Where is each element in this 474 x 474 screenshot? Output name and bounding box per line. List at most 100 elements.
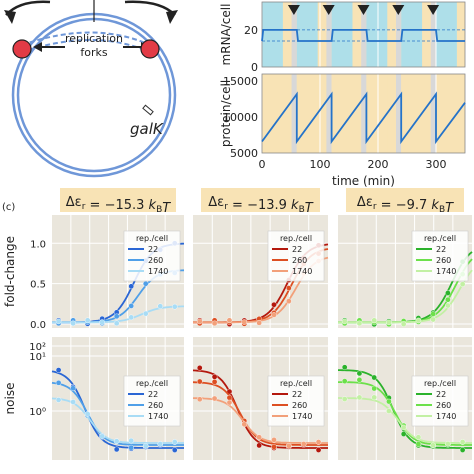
- noise-point: [211, 379, 218, 385]
- fold-change-point: [356, 320, 363, 327]
- fold-change-point: [128, 314, 134, 321]
- fold-change-point: [286, 298, 292, 304]
- x-axis-label: time (min): [332, 174, 395, 188]
- title-box: [60, 188, 176, 212]
- legend-title: rep./cell: [280, 234, 312, 243]
- noise-point: [445, 441, 451, 447]
- fold-change-point: [459, 281, 466, 287]
- legend-title: rep./cell: [280, 379, 312, 388]
- fold-change-point: [196, 318, 203, 325]
- legend-label: 22: [292, 390, 302, 399]
- trace-line: [261, 91, 466, 145]
- fold-change-point: [171, 303, 178, 310]
- panel-c: Δεr = −15.3 kBT Δεr = −13.9 kBT Δεr = −9.7…: [3, 188, 473, 460]
- y-tick-label: 10⁰: [29, 407, 46, 418]
- noise-point: [271, 444, 277, 450]
- noise-point: [128, 444, 134, 451]
- trace-line: [261, 29, 465, 42]
- noise-point: [55, 397, 62, 403]
- division-region: [326, 74, 332, 153]
- noise-point: [128, 437, 134, 444]
- title-part: k: [431, 198, 439, 213]
- legend-box: [411, 375, 469, 427]
- fold-change-point: [84, 317, 91, 324]
- fold-change-point: [256, 320, 262, 326]
- title-part: B: [299, 205, 305, 215]
- division-marker: [287, 5, 300, 15]
- noise-point: [356, 377, 363, 383]
- fold-change-point: [386, 319, 392, 326]
- noise-point: [300, 441, 307, 447]
- title-part: Δε: [357, 195, 373, 210]
- legend-label: 22: [292, 245, 302, 254]
- noise-point: [55, 367, 62, 373]
- legend-label: 1740: [148, 267, 168, 276]
- fork-arrowhead-left: [4, 10, 16, 24]
- noise-point: [142, 443, 149, 449]
- noise-point: [70, 399, 76, 405]
- noise-point: [196, 365, 203, 371]
- legend-label: 22: [148, 390, 158, 399]
- fold-change-point: [211, 320, 218, 327]
- legend-label: 1740: [292, 412, 312, 421]
- title-part: r: [373, 202, 377, 212]
- legend-label: 22: [436, 390, 446, 399]
- replicated-region: [331, 74, 353, 153]
- legend-title: rep./cell: [424, 234, 456, 243]
- division-region: [430, 74, 436, 153]
- noise-point: [371, 394, 377, 401]
- y-tick-label: 5000: [230, 147, 258, 160]
- fold-change-point: [445, 290, 451, 296]
- fold-change-point: [99, 319, 105, 325]
- noise-point: [211, 395, 218, 402]
- noise-point: [386, 408, 392, 414]
- y-tick-label: 10¹: [29, 352, 46, 363]
- replicated-region: [366, 74, 388, 153]
- legend-label: 22: [148, 245, 158, 254]
- noise-point: [113, 438, 120, 445]
- noise-point: [459, 447, 466, 453]
- noise-point: [226, 394, 233, 401]
- division-marker: [322, 5, 335, 15]
- legend-title: rep./cell: [136, 379, 168, 388]
- legend-title: rep./cell: [136, 234, 168, 243]
- noise-point: [371, 374, 377, 381]
- title-part: k: [149, 198, 157, 213]
- fold-change-point: [226, 317, 233, 324]
- legend-label: 260: [148, 256, 163, 265]
- title-box: [346, 188, 464, 212]
- title-box: [201, 188, 320, 212]
- noise-point: [99, 433, 105, 440]
- fold-change-point: [241, 319, 248, 325]
- title-part: Δε: [208, 195, 224, 210]
- fold-change-point: [142, 310, 149, 317]
- y-axis-label: protein/cell: [219, 80, 233, 147]
- division-marker: [392, 5, 405, 15]
- replicated-region: [436, 2, 457, 67]
- forks-label-1: replication: [65, 32, 123, 45]
- title-part: B: [156, 205, 162, 215]
- division-region: [395, 74, 402, 153]
- y-tick-label: 0: [251, 61, 258, 74]
- x-tick-label: 0: [259, 158, 266, 171]
- fold-change-point: [113, 320, 120, 327]
- y-tick-label: 10000: [223, 111, 258, 124]
- division-region: [361, 74, 367, 153]
- noise-point: [113, 446, 120, 453]
- fold-change-point: [371, 317, 377, 324]
- fork-pointer-left-head: [33, 42, 42, 52]
- title-part: k: [291, 198, 299, 213]
- replicated-region: [366, 2, 388, 67]
- noise-point: [171, 447, 178, 453]
- legend-box: [123, 230, 181, 282]
- fold-change-point: [400, 321, 407, 327]
- title-part: T: [305, 201, 314, 216]
- title-part: r: [224, 202, 228, 212]
- chart-title: Δεr = −13.9 kBT: [208, 195, 313, 216]
- noise-point: [70, 385, 76, 392]
- fold-change-point: [157, 303, 164, 310]
- x-tick-label: 300: [426, 158, 447, 171]
- fold-change-point: [128, 303, 134, 309]
